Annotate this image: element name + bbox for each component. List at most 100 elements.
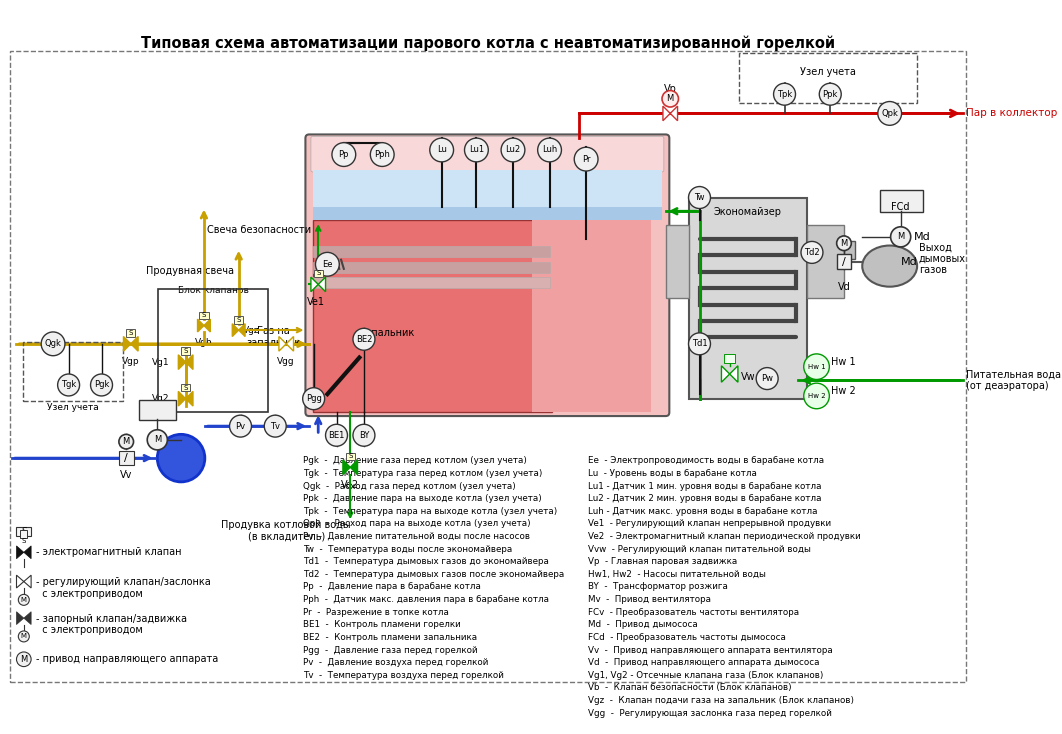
Circle shape — [801, 241, 823, 264]
Text: Qpk  -  Расход пара на выходе котла (узел учета): Qpk - Расход пара на выходе котла (узел … — [303, 520, 530, 528]
Text: - регулирующий клапан/заслонка
  с электроприводом: - регулирующий клапан/заслонка с электро… — [36, 577, 210, 599]
Text: Mv  -  Привод вентилятора: Mv - Привод вентилятора — [588, 595, 710, 604]
Polygon shape — [17, 575, 23, 588]
Text: M: M — [667, 94, 674, 103]
Text: Vgb: Vgb — [195, 338, 212, 347]
Text: - электромагнитный клапан: - электромагнитный клапан — [36, 548, 182, 557]
Circle shape — [119, 435, 134, 449]
Text: S: S — [316, 270, 321, 277]
Text: Hw 2: Hw 2 — [808, 393, 825, 399]
Text: S: S — [184, 348, 188, 354]
Text: S: S — [184, 385, 188, 390]
Polygon shape — [204, 319, 210, 332]
Bar — [234, 316, 243, 324]
Text: Узел учета: Узел учета — [800, 67, 856, 77]
Polygon shape — [287, 336, 293, 351]
FancyBboxPatch shape — [306, 134, 669, 416]
Text: /: / — [842, 257, 845, 266]
Text: Tpk: Tpk — [777, 90, 792, 98]
FancyBboxPatch shape — [879, 190, 923, 212]
Text: Tgk: Tgk — [61, 380, 76, 390]
Text: S: S — [21, 538, 25, 545]
Bar — [666, 225, 688, 298]
Circle shape — [353, 328, 375, 350]
Text: Vp  - Главная паровая задвижка: Vp - Главная паровая задвижка — [588, 557, 737, 566]
Text: Lu: Lu — [436, 145, 447, 154]
Bar — [182, 347, 190, 355]
Text: Pv  -  Давление питательной воды после насосов: Pv - Давление питательной воды после нас… — [303, 532, 530, 541]
Polygon shape — [319, 277, 326, 291]
Text: Продувная свеча: Продувная свеча — [147, 266, 234, 276]
Text: - привод направляющего аппарата: - привод направляющего аппарата — [36, 654, 218, 664]
Circle shape — [756, 368, 778, 390]
Text: FCd: FCd — [891, 202, 910, 212]
Polygon shape — [311, 277, 319, 291]
Polygon shape — [186, 391, 193, 406]
Circle shape — [662, 90, 679, 107]
FancyBboxPatch shape — [312, 220, 552, 413]
Circle shape — [148, 430, 168, 450]
Circle shape — [688, 333, 710, 355]
Circle shape — [837, 236, 852, 250]
Text: Выход
дымовых
газов: Выход дымовых газов — [919, 242, 966, 275]
Text: Ee: Ee — [322, 260, 332, 269]
Circle shape — [332, 142, 356, 167]
Text: Vgg  -  Регулирующая заслонка газа перед горелкой: Vgg - Регулирующая заслонка газа перед г… — [588, 708, 832, 718]
FancyBboxPatch shape — [311, 137, 664, 172]
Text: Tgk  -  Температура газа перед котлом (узел учета): Tgk - Температура газа перед котлом (узе… — [303, 469, 542, 478]
Text: BE2: BE2 — [356, 335, 372, 344]
Text: Vw: Vw — [740, 371, 755, 382]
Circle shape — [229, 415, 252, 437]
Bar — [312, 207, 662, 220]
Text: Pph: Pph — [374, 150, 390, 159]
Text: Lu  - Уровень воды в барабане котла: Lu - Уровень воды в барабане котла — [588, 469, 757, 478]
Text: Vd  -  Привод направляющего аппарата дымососа: Vd - Привод направляющего аппарата дымос… — [588, 658, 820, 667]
Polygon shape — [17, 611, 23, 625]
Text: Pgk  -  Давление газа перед котлом (узел учета): Pgk - Давление газа перед котлом (узел у… — [303, 457, 527, 465]
Text: Pgk: Pgk — [93, 380, 109, 390]
Bar — [200, 312, 208, 319]
Text: S: S — [237, 317, 241, 323]
Text: Узел учета: Узел учета — [48, 403, 99, 413]
Bar — [345, 453, 355, 460]
Text: Vb  -  Клапан безопасности (Блок клапанов): Vb - Клапан безопасности (Блок клапанов) — [588, 683, 791, 692]
FancyBboxPatch shape — [688, 197, 807, 399]
Text: Vp: Vp — [664, 84, 676, 94]
Text: BE2  -  Контроль пламени запальника: BE2 - Контроль пламени запальника — [303, 633, 477, 642]
Text: Pph  -  Датчик макс. давления пара в барабане котла: Pph - Датчик макс. давления пара в бараб… — [303, 595, 549, 604]
Text: Hw1, Hw2  - Насосы питательной воды: Hw1, Hw2 - Насосы питательной воды — [588, 570, 766, 579]
Bar — [312, 246, 550, 257]
Bar — [182, 384, 190, 391]
Text: Tw  -  Температура воды после экономайвера: Tw - Температура воды после экономайвера — [303, 545, 512, 553]
Text: BE1: BE1 — [328, 431, 345, 440]
Text: FCv  - Преобразователь частоты вентилятора: FCv - Преобразователь частоты вентилятор… — [588, 608, 799, 617]
Text: - запорный клапан/задвижка
  с электроприводом: - запорный клапан/задвижка с электроприв… — [36, 614, 187, 635]
Polygon shape — [131, 336, 138, 351]
Ellipse shape — [862, 246, 918, 287]
Text: M: M — [897, 233, 904, 241]
Circle shape — [464, 138, 489, 162]
Circle shape — [501, 138, 525, 162]
Text: S: S — [202, 313, 206, 319]
Circle shape — [17, 652, 31, 666]
Text: Lu1: Lu1 — [468, 145, 484, 154]
Text: Ve1: Ve1 — [307, 297, 325, 308]
Circle shape — [18, 631, 30, 642]
Text: Luh - Датчик макс. уровня воды в барабане котла: Luh - Датчик макс. уровня воды в барабан… — [588, 506, 818, 516]
Polygon shape — [178, 391, 186, 406]
Bar — [23, 342, 123, 401]
Text: Vv: Vv — [120, 470, 133, 480]
Text: S: S — [21, 527, 27, 536]
Text: Tv  -  Температура воздуха перед горелкой: Tv - Температура воздуха перед горелкой — [303, 671, 503, 680]
Text: Vgg: Vgg — [277, 357, 295, 366]
Polygon shape — [123, 336, 131, 351]
Text: Vgz  -  Клапан подачи газа на запальник (Блок клапанов): Vgz - Клапан подачи газа на запальник (Б… — [588, 696, 854, 705]
Text: Запальник: Запальник — [359, 328, 414, 338]
Text: Pgg  -  Давление газа перед горелкой: Pgg - Давление газа перед горелкой — [303, 646, 477, 655]
Text: Luh: Luh — [542, 145, 558, 154]
Circle shape — [537, 138, 562, 162]
Text: Td1: Td1 — [691, 339, 707, 349]
Text: Tpk  -  Температура пара на выходе котла (узел учета): Tpk - Температура пара на выходе котла (… — [303, 506, 556, 516]
Text: BE1  -  Контроль пламени горелки: BE1 - Контроль пламени горелки — [303, 620, 461, 629]
Circle shape — [315, 252, 339, 276]
